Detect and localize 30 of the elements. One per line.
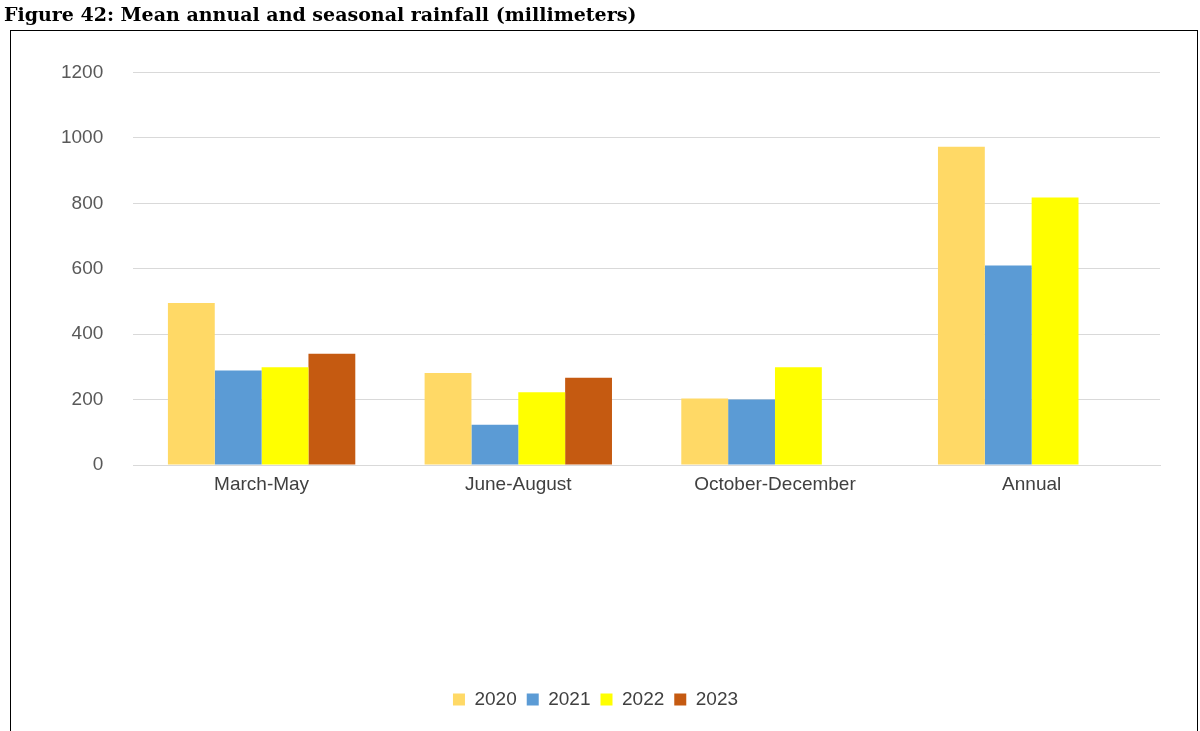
bar (424, 373, 472, 465)
y-tick-label: 600 (71, 256, 104, 278)
legend-label: 2021 (548, 687, 591, 709)
bar (728, 399, 775, 465)
y-tick-label: 400 (71, 322, 104, 344)
bar (261, 367, 309, 465)
y-tick-label: 800 (71, 191, 104, 213)
bar (1031, 197, 1079, 465)
x-tick-label: June-August (464, 472, 573, 494)
bar (774, 367, 822, 465)
bar (214, 370, 262, 465)
y-tick-label: 1200 (60, 60, 104, 82)
bar (471, 424, 519, 465)
bar (937, 146, 985, 465)
x-tick-label: Annual (1002, 472, 1062, 494)
legend-label: 2022 (622, 687, 665, 709)
x-tick-label: March-May (214, 472, 310, 494)
x-tick-label: October-December (694, 472, 857, 494)
bar (308, 353, 356, 465)
chart-title: Figure 42: Mean annual and seasonal rainfall (millimeters) (3, 2, 638, 27)
bar (681, 398, 729, 465)
y-tick-label: 200 (71, 387, 104, 409)
legend-label: 2023 (695, 687, 739, 709)
legend-label: 2020 (474, 687, 517, 709)
bar (518, 392, 566, 465)
y-tick-label: 1000 (60, 126, 104, 148)
bar (565, 377, 612, 465)
bar (167, 303, 215, 465)
bar (984, 265, 1032, 465)
y-tick-label: 0 (92, 453, 104, 475)
